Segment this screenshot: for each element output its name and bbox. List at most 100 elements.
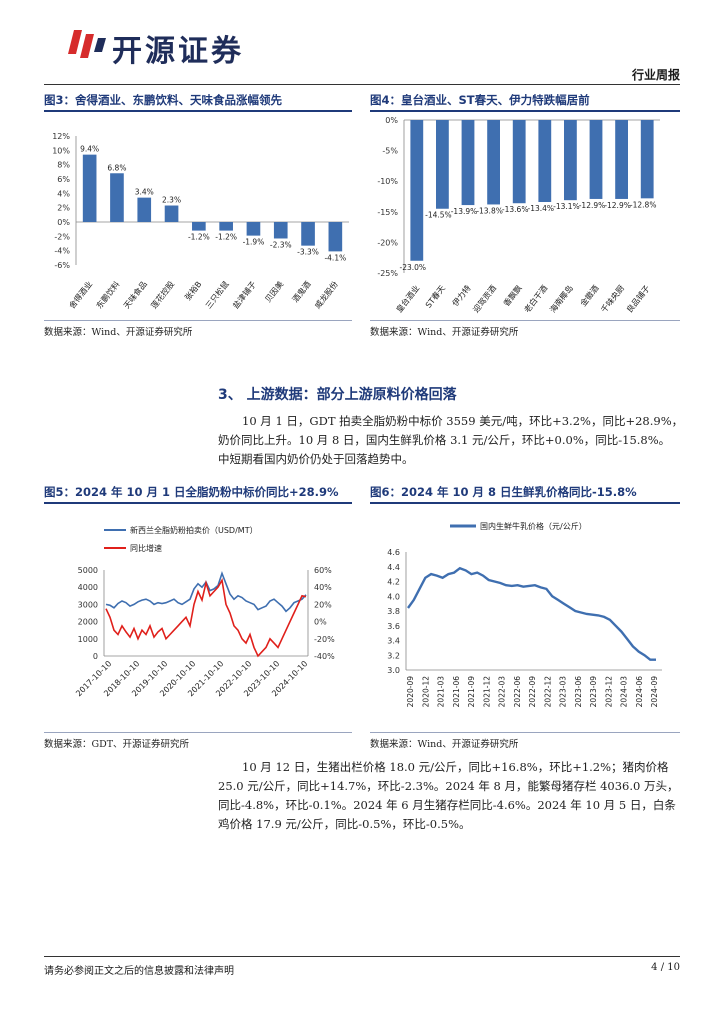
y-tick-label: -6% [54, 261, 70, 270]
paragraph-line: 10 月 12 日，生猪出栏价格 18.0 元/公斤，同比+16.8%，环比+1… [242, 760, 669, 774]
category-label: 舍得酒业 [67, 279, 95, 310]
paragraph-line: 奶价同比上升。10 月 8 日，国内生鲜乳价格 3.1 元/公斤，环比+0.0%… [218, 433, 671, 447]
category-label: 皇台酒业 [394, 283, 422, 314]
bar [219, 222, 233, 231]
y-tick-label: 4.2 [387, 578, 400, 587]
fig5-title: 图5：2024 年 10 月 1 日全脂奶粉中标价同比+28.9% [44, 485, 339, 499]
legend-label: 新西兰全脂奶粉拍卖价（USD/MT） [130, 525, 258, 535]
fig4-source-rule [370, 320, 680, 321]
category-label: 莲花控股 [149, 279, 177, 310]
paragraph-line: 同比-4.8%，环比-0.1%。2024 年 6 月生猪存栏同比-4.6%。20… [218, 798, 676, 812]
y-right-tick-label: 60% [314, 566, 332, 575]
fig5-line-chart: 新西兰全脂奶粉拍卖价（USD/MT） 同比增速 5000 4000 3000 2000 10… [74, 525, 335, 698]
bar-value-label: -1.2% [215, 233, 237, 242]
bar [436, 120, 449, 209]
y-tick-label: -4% [54, 247, 70, 256]
y-tick-label: -25% [377, 269, 398, 278]
x-tick-label: 2022-09 [528, 676, 537, 708]
y-tick-label: 4.4 [387, 563, 400, 572]
x-tick-label: 2022-03 [498, 676, 507, 708]
y-tick-label: -2% [54, 232, 70, 241]
x-tick-label: 2023-06 [574, 676, 583, 708]
bar-value-label: -12.9% [579, 201, 606, 210]
category-label: 良品铺子 [624, 283, 652, 314]
y-tick-label: 3.6 [387, 622, 400, 631]
y-tick-label: 0% [57, 218, 70, 227]
category-label: 海南椰岛 [547, 283, 575, 314]
footer-divider [44, 956, 680, 957]
fig6-line-chart: 国内生鲜牛乳价格（元/公斤） 4.6 4.4 4.2 4.0 3.8 3.6 3.4 3.2 3.… [387, 521, 662, 708]
y-right-tick-label: 40% [314, 583, 332, 592]
bar-value-label: -14.5% [425, 211, 452, 220]
legend-label: 国内生鲜牛乳价格（元/公斤） [480, 521, 587, 531]
x-tick-label: 2023-12 [604, 676, 613, 708]
series-line [105, 571, 307, 613]
category-label: 千味央厨 [599, 283, 627, 314]
category-label: 伊力特 [450, 283, 473, 308]
y-right-tick-label: -20% [314, 635, 335, 644]
bar-value-label: -13.1% [553, 202, 580, 211]
bar [615, 120, 628, 199]
y-tick-label: 2% [57, 204, 70, 213]
bar-value-label: -23.0% [400, 263, 427, 272]
y-left-tick-label: 5000 [78, 566, 98, 575]
y-tick-label: 3.8 [387, 607, 400, 616]
y-tick-label: 0% [385, 116, 398, 125]
bar-value-label: -13.8% [476, 206, 503, 215]
bar-value-label: -13.4% [528, 204, 555, 213]
bar-value-label: 3.4% [135, 188, 154, 197]
bar [410, 120, 424, 261]
bar-value-label: 9.4% [80, 145, 99, 154]
x-tick-label: 2024-09 [650, 676, 659, 708]
fig6-source: 数据来源：Wind、开源证券研究所 [370, 739, 519, 750]
category-label: 东鹏饮料 [94, 279, 122, 310]
category-label: 张裕B [182, 279, 203, 302]
paragraph-line: 10 月 1 日，GDT 拍卖全脂奶粉中标价 3559 美元/吨，环比+3.2%… [242, 414, 684, 428]
bar [487, 120, 500, 205]
y-tick-label: 4% [57, 189, 70, 198]
bar [273, 222, 288, 239]
y-tick-label: 3.2 [387, 651, 400, 660]
section3-paragraph: 10 月 1 日，GDT 拍卖全脂奶粉中标价 3559 美元/吨，环比+3.2%… [218, 412, 683, 469]
fig3-title: 图3：舍得酒业、东鹏饮料、天味食品涨幅领先 [44, 93, 282, 107]
bar [246, 222, 261, 236]
fig5-source: 数据来源：GDT、开源证券研究所 [44, 739, 190, 750]
fig3-title-rule [44, 110, 352, 112]
bar-value-label: -3.3% [297, 248, 319, 257]
fig3-source: 数据来源：Wind、开源证券研究所 [44, 327, 193, 338]
fig3-bar-chart: 12% 10% 8% 6% 4% 2% 0% -2% -4% -6% 9.4% 舍得酒业 6.8% 东鹏饮… [52, 132, 349, 310]
legend-label: 同比增速 [130, 543, 162, 553]
y-tick-label: -20% [377, 238, 398, 247]
y-tick-label: 6% [57, 175, 70, 184]
fig4-bar-chart: 0% -5% -10% -15% -20% -25%-23.0% 皇台酒业 -14.5% ST春… [377, 116, 660, 314]
company-name: 开源证券 [112, 34, 244, 69]
category-label: ST春天 [423, 283, 447, 310]
bar-value-label: 2.3% [162, 196, 181, 205]
x-tick-label: 2022-06 [513, 676, 522, 708]
bar-value-label: -12.8% [630, 200, 657, 209]
paragraph-line: 中短期看国内奶价仍处于回落趋势中。 [218, 452, 414, 466]
y-left-tick-label: 3000 [78, 600, 98, 609]
fig6-title: 图6：2024 年 10 月 8 日生鲜乳价格同比-15.8% [370, 485, 637, 499]
report-type-label: 行业周报 [631, 68, 680, 82]
bar-value-label: -4.1% [324, 253, 346, 262]
category-label: 威龙股份 [312, 279, 340, 310]
y-tick-label: -5% [382, 147, 398, 156]
series-line [105, 577, 307, 658]
y-tick-label: 10% [52, 146, 70, 155]
bar [640, 120, 654, 199]
category-label: 三只松鼠 [203, 279, 231, 310]
x-tick-label: 2024-06 [635, 676, 644, 708]
bar-value-label: -13.6% [502, 205, 529, 214]
fig5-source-rule [44, 732, 352, 733]
footer-disclaimer: 请务必参阅正文之后的信息披露和法律声明 [44, 966, 234, 977]
category-label: 盐津铺子 [230, 279, 258, 310]
x-tick-label: 2020-12 [421, 676, 430, 708]
category-label: 贝因美 [263, 279, 286, 304]
x-tick-label: 2023-09 [589, 676, 598, 708]
y-tick-label: 4.6 [387, 548, 400, 557]
bar-value-label: -2.3% [270, 240, 292, 249]
bar [137, 197, 152, 222]
fig4-title: 图4：皇台酒业、ST春天、伊力特跌幅居前 [370, 93, 590, 107]
category-label: 香飘飘 [501, 283, 524, 308]
